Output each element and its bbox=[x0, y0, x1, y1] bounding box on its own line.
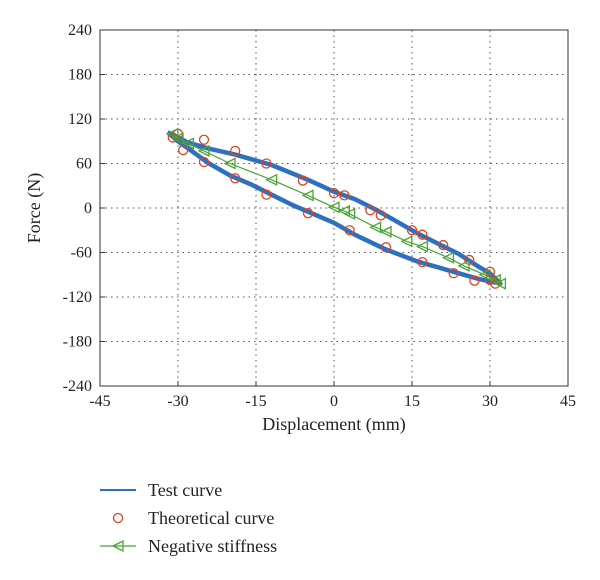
x-tick-label: -30 bbox=[167, 393, 188, 410]
negative-stiffness-point bbox=[181, 137, 195, 150]
x-tick-label: 0 bbox=[330, 393, 338, 410]
legend-swatch bbox=[111, 539, 124, 553]
legend-theoretical-curve: Theoretical curve bbox=[112, 508, 274, 528]
negative-stiffness-point bbox=[197, 144, 210, 157]
theoretical-point bbox=[365, 205, 376, 216]
theoretical-point bbox=[417, 229, 428, 240]
negative-stiffness-point bbox=[327, 201, 340, 214]
theoretical-point bbox=[438, 239, 449, 251]
y-tick-labels: -240 -180 -120 -60 0 60 120 180 240 bbox=[63, 22, 105, 395]
theoretical-point bbox=[178, 144, 189, 156]
legend-label: Test curve bbox=[148, 480, 222, 500]
negative-stiffness-point bbox=[343, 207, 356, 220]
y-tick-label: -240 bbox=[63, 378, 92, 395]
theoretical-point bbox=[417, 256, 428, 268]
series-2 bbox=[166, 127, 507, 290]
negative-stiffness-point bbox=[369, 221, 382, 234]
legend-swatch bbox=[112, 512, 124, 524]
x-tick-labels: -45 -30 -15 0 15 30 45 bbox=[89, 381, 576, 410]
series bbox=[166, 127, 507, 290]
negative-stiffness-point bbox=[166, 127, 179, 140]
y-tick-label: 240 bbox=[68, 22, 92, 39]
negative-stiffness-point bbox=[301, 189, 314, 202]
y-tick-label: 180 bbox=[68, 67, 92, 84]
negative-stiffness-point bbox=[400, 235, 413, 248]
x-axis-label: Displacement (mm) bbox=[262, 414, 405, 435]
y-tick-label: -60 bbox=[71, 245, 92, 262]
negative-stiffness-point bbox=[457, 259, 470, 272]
negative-stiffness-point bbox=[488, 273, 501, 286]
theoretical-point bbox=[198, 156, 210, 168]
negative-stiffness-point bbox=[415, 240, 429, 253]
negative-stiffness-point bbox=[493, 277, 507, 290]
negative-stiffness-point bbox=[265, 173, 278, 186]
theoretical-point bbox=[230, 145, 241, 157]
series-0 bbox=[166, 130, 503, 286]
x-tick-label: 15 bbox=[404, 393, 420, 410]
x-tick-label: 30 bbox=[482, 393, 498, 410]
negative-stiffness-point bbox=[171, 132, 184, 145]
y-tick-label: 60 bbox=[76, 156, 92, 173]
plot-frame bbox=[99, 29, 569, 387]
y-tick-label: 120 bbox=[68, 111, 92, 128]
theoretical-point bbox=[406, 225, 418, 236]
theoretical-point bbox=[375, 210, 386, 221]
y-tick-label: -120 bbox=[63, 289, 92, 306]
theoretical-point bbox=[339, 190, 350, 201]
negative-stiffness-point bbox=[441, 251, 455, 264]
theoretical-point bbox=[198, 134, 210, 145]
theoretical-point bbox=[344, 225, 355, 236]
y-tick-label: 0 bbox=[84, 200, 92, 217]
theoretical-point bbox=[230, 173, 241, 184]
x-tick-label: 45 bbox=[560, 393, 576, 410]
grid bbox=[100, 30, 568, 386]
y-tick-label: -180 bbox=[63, 334, 92, 351]
test-curve-line bbox=[166, 130, 503, 286]
negative-stiffness-point bbox=[379, 225, 392, 238]
legend: Test curve Theoretical curve Negative stif… bbox=[100, 480, 277, 556]
x-tick-label: -45 bbox=[89, 393, 110, 410]
theoretical-point bbox=[261, 189, 272, 200]
legend-label: Theoretical curve bbox=[148, 508, 274, 528]
legend-label: Negative stiffness bbox=[148, 536, 277, 556]
theoretical-point bbox=[448, 268, 459, 279]
theoretical-point bbox=[380, 242, 392, 253]
negative-stiffness-point bbox=[223, 157, 236, 170]
negative-stiffness-point bbox=[478, 268, 491, 281]
theoretical-point bbox=[302, 208, 314, 219]
theoretical-point bbox=[297, 175, 308, 186]
theoretical-point bbox=[261, 158, 272, 169]
y-axis-label: Force (N) bbox=[24, 173, 45, 243]
theoretical-point bbox=[469, 275, 480, 286]
legend-negative-stiffness: Negative stiffness bbox=[100, 536, 277, 556]
x-tick-label: -15 bbox=[245, 393, 266, 410]
series-1 bbox=[167, 128, 501, 289]
legend-test-curve: Test curve bbox=[100, 480, 222, 500]
theoretical-point bbox=[328, 188, 340, 199]
